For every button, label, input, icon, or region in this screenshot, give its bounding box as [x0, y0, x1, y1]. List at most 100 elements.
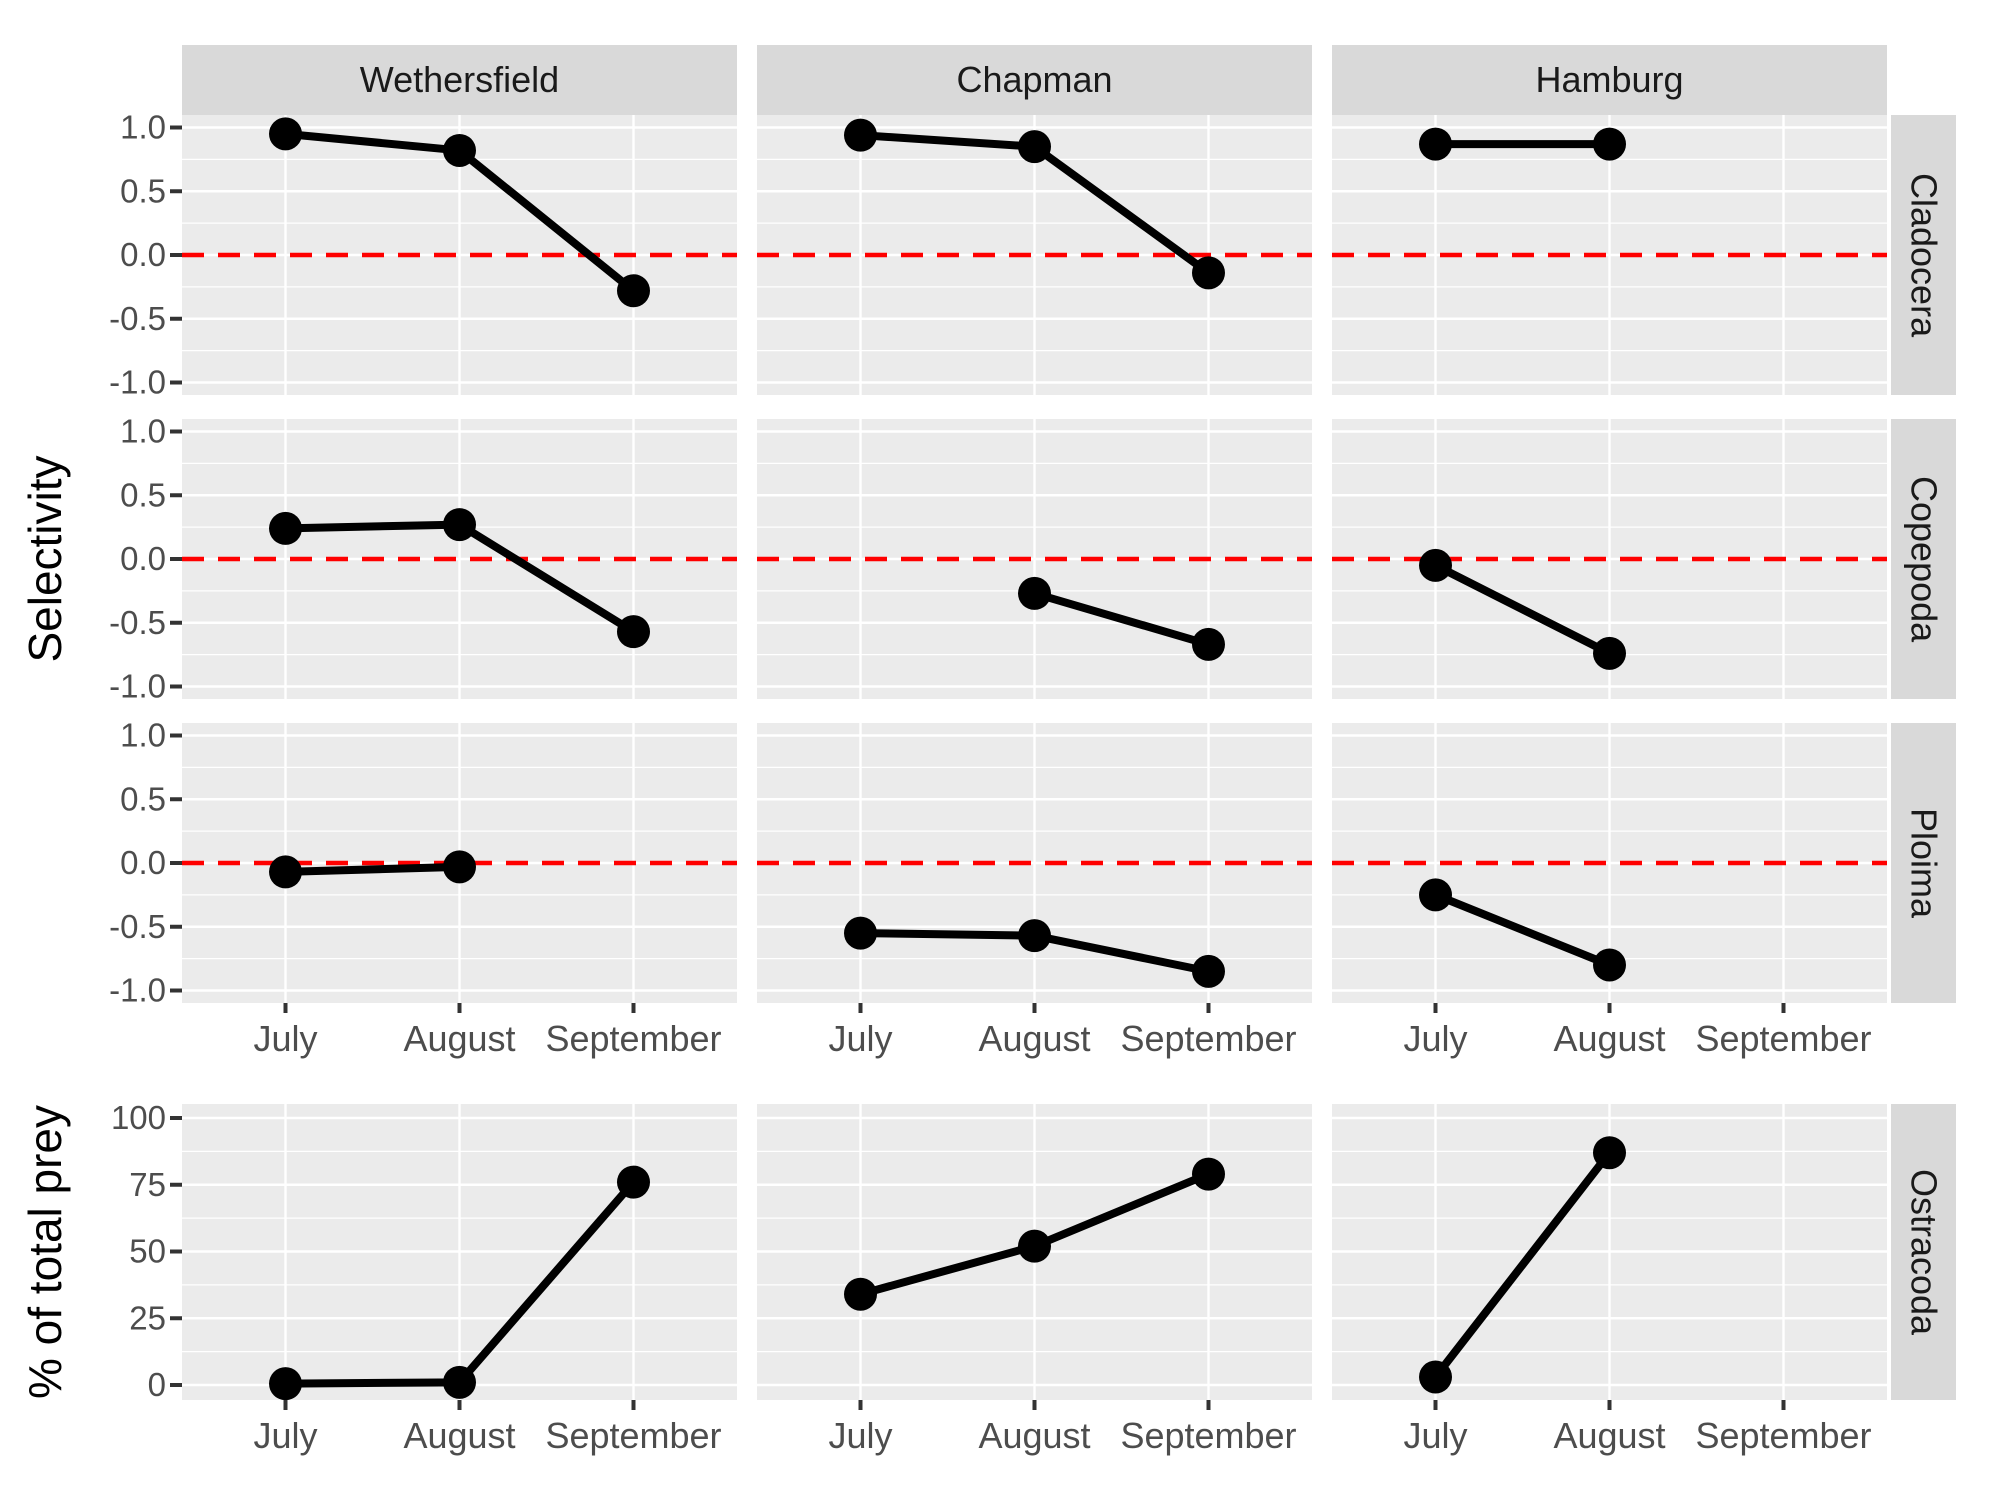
data-line [1431, 890, 1614, 969]
data-point [1419, 1360, 1453, 1394]
y-tick-label: -1.0 [109, 364, 166, 401]
y-tick-label: 50 [129, 1233, 166, 1270]
data-point [844, 916, 878, 950]
y-tick-label: 0.5 [120, 172, 166, 209]
y-tick-label: -1.0 [109, 972, 166, 1009]
data-line [1030, 589, 1213, 649]
x-tick-label: September [1695, 1018, 1871, 1059]
facet-strip-label: Ostracoda [1903, 1168, 1945, 1336]
y-tick-label: 100 [111, 1099, 166, 1136]
x-tick-label: July [828, 1018, 892, 1059]
facet-strip-label: Hamburg [1535, 59, 1684, 100]
data-point [1018, 1229, 1051, 1263]
y-tick-label: 1.0 [120, 109, 166, 146]
facet-strip-label: Ploima [1903, 807, 1945, 919]
facet-strip-row-ostracoda: Ostracoda [1891, 1104, 1956, 1400]
facet-strip-row-ploima: Ploima [1891, 723, 1956, 1003]
x-tick-label: August [1553, 1415, 1665, 1456]
x-tick-label: July [253, 1415, 317, 1456]
data-point [269, 117, 303, 151]
facet-strip-label: Cladocera [1903, 172, 1945, 338]
facet-strip-label: Wethersfield [359, 59, 560, 100]
data-point [1419, 127, 1453, 161]
data-point [1419, 878, 1453, 912]
data-point [443, 133, 476, 167]
panel-ploima-hamburg [1332, 723, 1887, 1003]
data-point [1593, 636, 1626, 670]
data-point [616, 1165, 650, 1199]
y-tick-label: 0.5 [120, 780, 166, 817]
x-tick-label: August [978, 1018, 1090, 1059]
y-tick-label: 0.0 [120, 236, 166, 273]
facet-strip-label: Chapman [956, 59, 1113, 100]
y-tick-label: 1.0 [120, 717, 166, 754]
y-tick-label: -0.5 [109, 908, 166, 945]
data-line [1431, 561, 1614, 658]
y-axis-title-selectivity: Selectivity [19, 455, 71, 663]
data-point [443, 1365, 476, 1399]
x-tick-label: September [1120, 1415, 1296, 1456]
data-point [269, 511, 303, 545]
panel-ploima-wethersfield [182, 723, 737, 1003]
data-point [1018, 576, 1051, 610]
panel-copepoda-chapman [757, 419, 1312, 699]
panel-cladocera-hamburg [1332, 115, 1887, 395]
y-tick-label: -1.0 [109, 668, 166, 705]
x-tick-label: August [1553, 1018, 1665, 1059]
y-tick-label: 25 [129, 1299, 166, 1336]
facet-strip-row-copepoda: Copepoda [1891, 419, 1956, 699]
data-line [1431, 1148, 1614, 1381]
panel-copepoda-hamburg [1332, 419, 1887, 699]
data-line [281, 862, 464, 876]
panel-ostracoda-hamburg [1332, 1104, 1887, 1400]
x-tick-label: July [1403, 1018, 1467, 1059]
y-tick-label: 0.0 [120, 540, 166, 577]
data-point [1018, 919, 1051, 953]
x-tick-label: September [1695, 1415, 1871, 1456]
facet-strip-label: Copepoda [1903, 475, 1945, 643]
data-point [1593, 127, 1626, 161]
x-tick-label: September [545, 1018, 721, 1059]
data-point [1191, 256, 1225, 290]
data-point [616, 274, 650, 308]
facet-strip-col-3: Hamburg [1332, 45, 1887, 115]
panel-ostracoda-wethersfield [182, 1104, 737, 1401]
data-point [1191, 954, 1225, 988]
panel-copepoda-wethersfield [182, 419, 737, 699]
data-point [443, 508, 476, 542]
y-tick-label: 0.0 [120, 844, 166, 881]
data-point [1191, 627, 1225, 661]
data-point [269, 1367, 303, 1401]
data-point [844, 1277, 878, 1311]
data-point [616, 615, 650, 649]
data-point [844, 118, 878, 152]
x-tick-label: August [403, 1415, 515, 1456]
y-axis-title-percent-prey: % of total prey [19, 1104, 71, 1400]
data-point [1018, 130, 1051, 164]
panel-cladocera-wethersfield [182, 115, 737, 395]
x-tick-label: September [545, 1415, 721, 1456]
data-point [1191, 1157, 1225, 1191]
facet-strip-col-1: Wethersfield [182, 45, 737, 115]
x-tick-label: August [403, 1018, 515, 1059]
y-tick-label: 1.0 [120, 413, 166, 450]
data-point [269, 855, 303, 889]
data-point [1419, 548, 1453, 582]
data-point [1593, 948, 1626, 982]
data-point [443, 850, 476, 884]
x-tick-label: July [828, 1415, 892, 1456]
y-tick-label: -0.5 [109, 300, 166, 337]
facet-strip-row-cladocera: Cladocera [1891, 115, 1956, 395]
x-tick-label: August [978, 1415, 1090, 1456]
data-point [1593, 1136, 1626, 1170]
y-tick-label: -0.5 [109, 604, 166, 641]
y-tick-label: 0 [148, 1366, 166, 1403]
y-tick-label: 75 [129, 1166, 166, 1203]
facet-strip-col-2: Chapman [757, 45, 1312, 115]
x-tick-label: July [1403, 1415, 1467, 1456]
x-tick-label: September [1120, 1018, 1296, 1059]
y-tick-label: 0.5 [120, 476, 166, 513]
panel-ploima-chapman [757, 723, 1312, 1003]
